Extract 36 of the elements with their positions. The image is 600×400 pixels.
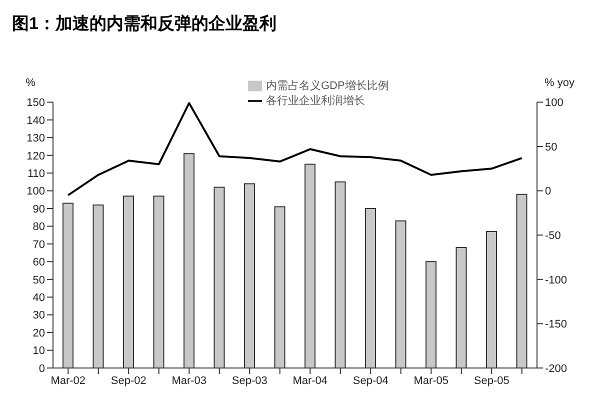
x-tick-label: Sep-04 (352, 374, 388, 387)
x-tick-label: Sep-03 (232, 374, 268, 387)
legend-label: 各行业企业利润增长 (266, 95, 365, 108)
x-tick-label: Mar-04 (292, 374, 328, 387)
y-tick-label: 110 (27, 168, 45, 180)
y-tick-label: 150 (26, 97, 45, 110)
y-tick-label: 0 (38, 362, 45, 375)
x-tick-label: Mar-05 (414, 374, 449, 387)
y-tick-label: 30 (32, 310, 45, 322)
y2-tick-label: -100 (545, 274, 568, 286)
x-tick-label: Sep-02 (110, 374, 146, 387)
y-tick-label: 120 (26, 150, 45, 162)
y-tick-label: 80 (32, 221, 45, 234)
y-tick-label: 70 (32, 238, 45, 251)
y-tick-label: 100 (26, 186, 45, 198)
y-tick-label: 90 (32, 203, 45, 216)
x-tick-label: Mar-02 (50, 374, 86, 387)
y-tick-label: 60 (32, 256, 45, 269)
y2-tick-label: 50 (545, 141, 558, 154)
x-tick-label: Mar-03 (172, 374, 207, 387)
y2-tick-label: 100 (545, 97, 564, 110)
y2-tick-label: 0 (545, 186, 552, 198)
y-tick-label: 130 (26, 132, 45, 145)
chart-title: 图1：加速的内需和反弹的企业盈利 (11, 13, 278, 35)
y2-tick-label: -150 (545, 318, 568, 331)
y2-axis-title: % yoy (544, 77, 575, 90)
legend-label: 内需占名义GDP增长比例 (266, 80, 389, 92)
y2-tick-label: -50 (545, 230, 561, 242)
y2-tick-label: -200 (545, 362, 568, 375)
x-tick-label: Sep-05 (474, 374, 510, 387)
y-tick-label: 140 (26, 114, 45, 127)
y-tick-label: 50 (32, 274, 45, 286)
y-tick-label: 20 (32, 327, 45, 340)
y-tick-label: 40 (32, 292, 45, 304)
y-tick-label: 10 (32, 345, 45, 358)
y-axis-title: % (26, 77, 36, 90)
